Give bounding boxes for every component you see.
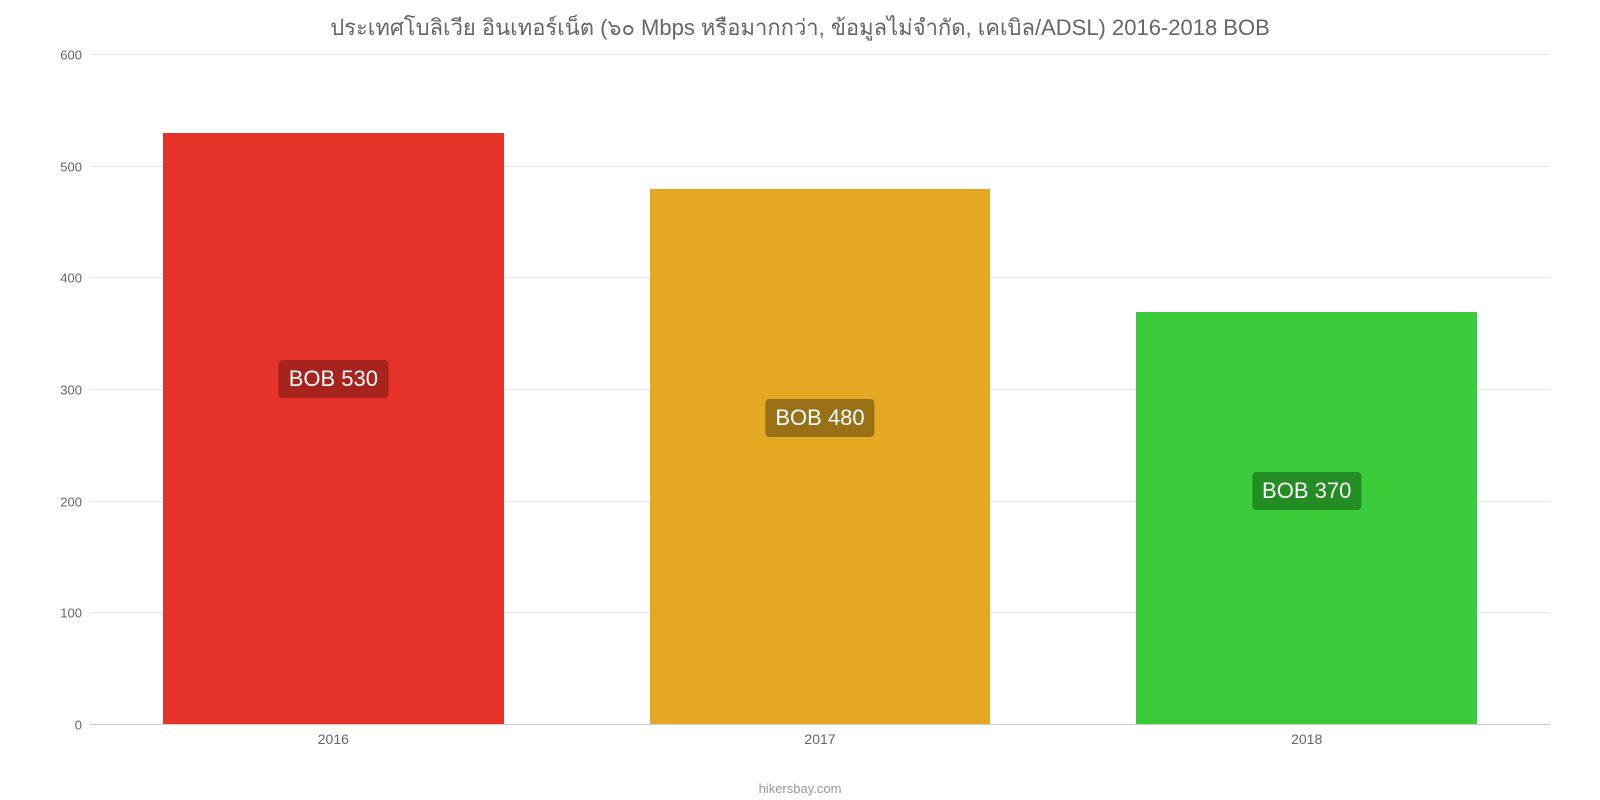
y-tick-label: 500 [60, 159, 82, 174]
bar [163, 133, 504, 725]
bar-data-label: BOB 370 [1252, 472, 1361, 510]
attribution-text: hikersbay.com [0, 781, 1600, 796]
y-tick-label: 100 [60, 606, 82, 621]
x-tick-label: 2018 [1063, 731, 1550, 747]
y-tick-label: 600 [60, 48, 82, 63]
bar-data-label: BOB 530 [279, 360, 388, 398]
plot-area: 0100200300400500600 BOB 530BOB 480BOB 37… [90, 55, 1550, 725]
bars-group: BOB 530 BOB 480 BOB 370 [90, 55, 1550, 725]
y-axis: 0100200300400500600 [50, 55, 90, 725]
x-axis-line [90, 724, 1550, 725]
bar [1136, 312, 1477, 725]
bar [650, 189, 991, 725]
chart-title: ประเทศโบลิเวีย อินเทอร์เน็ต (๖๐ Mbps หรื… [50, 10, 1550, 45]
y-tick-label: 300 [60, 383, 82, 398]
x-tick-label: 2016 [90, 731, 577, 747]
y-tick-label: 400 [60, 271, 82, 286]
chart-container: ประเทศโบลิเวีย อินเทอร์เน็ต (๖๐ Mbps หรื… [50, 10, 1550, 770]
bar-slot: BOB 370 [1063, 55, 1550, 725]
y-tick-label: 200 [60, 494, 82, 509]
bar-data-label: BOB 480 [765, 399, 874, 437]
bar-slot: BOB 530 [90, 55, 577, 725]
x-axis-labels: 201620172018 [90, 731, 1550, 747]
bar-slot: BOB 480 [577, 55, 1064, 725]
x-tick-label: 2017 [577, 731, 1064, 747]
y-tick-label: 0 [75, 718, 82, 733]
